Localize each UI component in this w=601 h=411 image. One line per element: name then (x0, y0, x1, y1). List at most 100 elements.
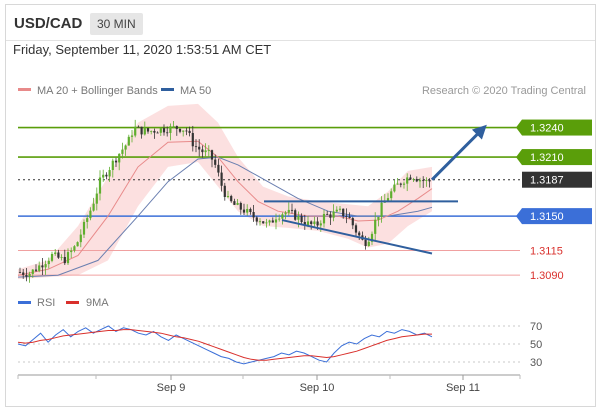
candle-body (294, 210, 297, 220)
chart-credit: Research © 2020 Trading Central (422, 85, 586, 97)
candle-body (358, 232, 361, 236)
candle-body (66, 252, 70, 264)
candle-body (316, 221, 319, 226)
candle-body (281, 214, 284, 219)
chart-datetime: Friday, September 11, 2020 1:53:51 AM CE… (13, 42, 272, 57)
candle-body (73, 246, 76, 251)
candle-body (326, 213, 329, 215)
candle-body (390, 191, 393, 199)
candle-body (274, 219, 278, 223)
candle-body (258, 221, 262, 223)
candle-body (230, 196, 233, 202)
rsi-series-rsi (17, 325, 433, 365)
level-badge-pointer (516, 119, 522, 136)
candle-body (338, 208, 342, 210)
candle-body (278, 218, 281, 220)
candle-body (226, 196, 230, 197)
projection-arrow (430, 124, 487, 181)
candle-body (354, 225, 358, 233)
candle-body (188, 130, 191, 134)
candle-body (130, 135, 134, 137)
candle-body (204, 150, 207, 153)
candle-body (310, 221, 313, 225)
candle-body (406, 177, 409, 184)
candle-body (175, 126, 178, 129)
candle-body (300, 216, 303, 223)
candle-body (79, 234, 82, 243)
candle-body (76, 242, 79, 247)
candle-body (47, 260, 50, 265)
candle-body (22, 272, 25, 275)
candle-body (313, 221, 316, 225)
candle-body (367, 241, 370, 246)
chart-header: USD/CAD 30 MIN (6, 5, 595, 41)
legend-bollinger: MA 20 + Bollinger Bands (37, 85, 158, 97)
price-plot: 1.3240 1.3210 1.3187 1.3150 1.3115 1.3090 (17, 103, 592, 283)
level-badge (522, 119, 592, 136)
candle-body (150, 130, 153, 132)
candle-body (50, 253, 54, 261)
candle-body (166, 132, 169, 134)
x-tick-label: Sep 9 (157, 382, 186, 394)
candle-body (262, 221, 265, 224)
candle-body (18, 272, 22, 274)
candle-body (380, 202, 383, 217)
rsi-tick-label: 50 (530, 339, 542, 351)
candle-body (418, 180, 422, 182)
candle-body (111, 160, 114, 171)
candle-body (25, 274, 28, 277)
candle-body (185, 130, 188, 132)
candle-body (207, 150, 210, 151)
x-axis-ticks: Sep 9 Sep 10 Sep 11 (17, 375, 521, 394)
candle-body (265, 222, 268, 224)
level-badge (522, 171, 592, 188)
candle-body (335, 209, 338, 212)
candle-body (108, 170, 111, 177)
candle-body (236, 202, 239, 205)
timeframe-badge[interactable]: 30 MIN (90, 13, 143, 35)
candle-body (342, 208, 345, 217)
candle-body (127, 136, 130, 146)
candle-body (377, 216, 380, 220)
candle-body (223, 185, 226, 197)
level-label: 1.3150 (530, 211, 564, 223)
candle-body (332, 211, 335, 218)
chart-legend: MA 20 + Bollinger Bands MA 50 Research ©… (18, 85, 586, 97)
candle-body (252, 212, 255, 218)
candle-body (364, 239, 367, 246)
legend-swatch-ma50 (161, 88, 174, 91)
candle-body (92, 203, 95, 211)
rsi-tick-label: 70 (530, 321, 542, 333)
candle-body (159, 128, 162, 133)
candle-body (249, 208, 252, 213)
candle-body (162, 128, 166, 133)
candle-body (220, 172, 223, 186)
candle-body (114, 160, 118, 163)
candle-body (95, 193, 98, 204)
candle-body (137, 126, 140, 128)
candle-body (233, 201, 236, 205)
candle-body (271, 220, 274, 223)
level-label: 1.3115 (530, 246, 563, 258)
legend-rsi: RSI (37, 297, 55, 309)
rsi-plot: 70 50 30 (17, 321, 542, 369)
candle-body (89, 210, 92, 219)
candle-body (399, 183, 402, 185)
candle-body (287, 209, 290, 213)
candle-body (134, 126, 137, 136)
candle-body (319, 223, 322, 226)
candle-body (374, 219, 377, 234)
candle-body (246, 208, 249, 213)
candle-body (70, 250, 73, 253)
candle-body (268, 220, 271, 223)
candle-body (297, 216, 300, 220)
candle-body (415, 178, 418, 182)
candle-body (210, 150, 214, 160)
currency-pair: USD/CAD (14, 15, 83, 32)
candle-body (345, 216, 348, 217)
candle-body (409, 177, 412, 180)
candle-body (41, 265, 44, 268)
level-label: 1.3090 (530, 270, 564, 282)
candle-body (178, 128, 182, 132)
candle-body (118, 153, 121, 163)
